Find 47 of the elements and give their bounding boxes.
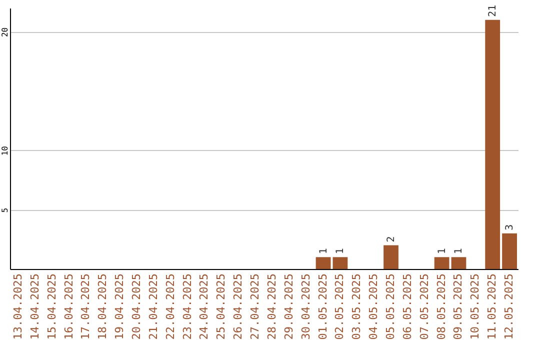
bar	[316, 257, 331, 269]
y-tick-label: 10	[0, 146, 10, 156]
x-tick-label: 02.05.2025	[333, 274, 346, 340]
data-label: 1	[318, 248, 330, 254]
y-tick-label: 20	[0, 27, 10, 38]
data-label: 1	[436, 248, 448, 254]
x-tick-label: 28.04.2025	[265, 274, 278, 340]
data-label: 1	[454, 248, 465, 254]
bar	[434, 257, 450, 269]
x-tick-label: 01.05.2025	[316, 274, 330, 340]
x-tick-label: 30.04.2025	[299, 274, 312, 340]
x-tick-label: 27.04.2025	[248, 274, 262, 340]
x-tick-label: 19.04.2025	[113, 274, 126, 340]
x-tick-label: 23.04.2025	[180, 274, 194, 340]
bar	[485, 20, 500, 269]
x-tick-label: 12.05.2025	[502, 274, 516, 340]
x-tick-label: 04.05.2025	[367, 274, 380, 340]
bar	[384, 245, 398, 269]
x-tick-label: 13.04.2025	[11, 274, 24, 340]
x-tick-label: 21.04.2025	[146, 274, 160, 340]
x-tick-label: 29.04.2025	[282, 274, 296, 340]
x-tick-label: 18.04.2025	[96, 274, 110, 340]
x-tick-label: 20.04.2025	[130, 274, 143, 340]
x-tick-label: 25.04.2025	[214, 274, 228, 340]
x-tick-label: 24.04.2025	[198, 274, 211, 340]
x-tick-label: 09.05.2025	[452, 274, 465, 340]
data-label: 21	[488, 4, 499, 17]
data-label: 2	[386, 236, 397, 242]
x-tick-label: 07.05.2025	[418, 274, 431, 340]
x-tick-label: 05.05.2025	[384, 274, 397, 340]
x-tick-label: 22.04.2025	[164, 274, 177, 340]
x-tick-label: 11.05.2025	[486, 274, 499, 340]
x-tick-label: 08.05.2025	[434, 274, 448, 340]
x-tick-label: 16.04.2025	[62, 274, 76, 340]
data-label: 3	[504, 224, 516, 230]
x-tick-label: 15.04.2025	[45, 274, 58, 340]
x-tick-label: 10.05.2025	[468, 274, 482, 340]
x-tick-label: 06.05.2025	[400, 274, 414, 340]
bar	[502, 233, 517, 269]
bar	[451, 257, 466, 269]
x-tick-label: 03.05.2025	[350, 274, 364, 340]
y-tick-label: 5	[0, 208, 10, 213]
x-tick-label: 26.04.2025	[232, 274, 245, 340]
data-label: 1	[335, 248, 346, 254]
x-tick-label: 17.04.2025	[79, 274, 92, 340]
bar	[332, 257, 348, 269]
x-tick-label: 14.04.2025	[28, 274, 42, 340]
